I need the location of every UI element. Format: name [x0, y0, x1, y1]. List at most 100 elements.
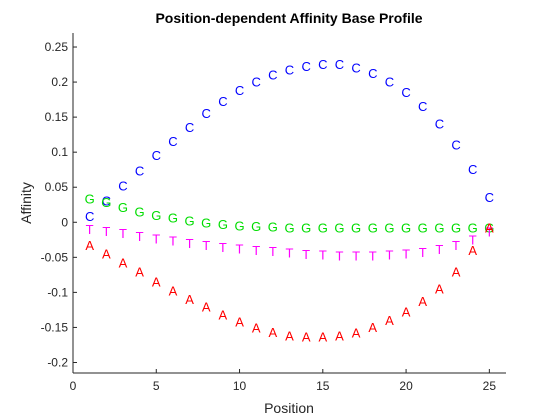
axis-ticks: 0 5 10 15 20 25 -0.2 -0.15 -0.1 -0.05 0 0.05 0.1 0.15…	[41, 40, 497, 393]
point-C: C	[202, 106, 211, 121]
x-tick-label: 5	[153, 379, 160, 393]
point-T: T	[335, 248, 343, 263]
point-C: C	[318, 57, 327, 72]
point-A: A	[85, 238, 94, 253]
point-G: G	[468, 220, 478, 235]
point-A: A	[385, 313, 394, 328]
y-tick-label: 0.15	[45, 110, 69, 124]
point-A: A	[452, 265, 461, 280]
point-G: G	[484, 220, 494, 235]
point-T: T	[319, 248, 327, 263]
point-C: C	[351, 61, 360, 76]
point-A: A	[119, 255, 128, 270]
y-tick-label: 0.05	[45, 180, 69, 194]
point-A: A	[135, 265, 144, 280]
point-A: A	[485, 220, 494, 235]
point-G: G	[135, 204, 145, 219]
x-tick-label: 25	[483, 379, 497, 393]
point-G: G	[118, 200, 128, 215]
point-T: T	[302, 247, 310, 262]
x-tick-label: 20	[399, 379, 413, 393]
point-C: C	[451, 138, 460, 153]
point-T: T	[402, 246, 410, 261]
point-A: A	[302, 330, 311, 345]
point-T: T	[352, 248, 360, 263]
point-T: T	[485, 225, 493, 240]
point-G: G	[334, 220, 344, 235]
point-C: C	[335, 57, 344, 72]
point-A: A	[269, 325, 278, 340]
point-C: C	[301, 59, 310, 74]
point-C: C	[485, 190, 494, 205]
point-G: G	[234, 218, 244, 233]
point-C: C	[218, 94, 227, 109]
point-C: C	[368, 66, 377, 81]
point-C: C	[102, 194, 111, 209]
point-G: G	[85, 192, 95, 207]
point-C: C	[285, 63, 294, 78]
point-T: T	[419, 245, 427, 260]
point-T: T	[102, 224, 110, 239]
point-A: A	[368, 320, 377, 335]
point-A: A	[152, 274, 161, 289]
point-G: G	[301, 220, 311, 235]
point-A: A	[219, 307, 228, 322]
point-C: C	[385, 75, 394, 90]
axes-lines	[72, 33, 506, 374]
point-C: C	[251, 75, 260, 90]
x-axis-label: Position	[264, 400, 314, 416]
point-G: G	[434, 220, 444, 235]
point-C: C	[418, 99, 427, 114]
y-tick-label: 0	[61, 215, 68, 229]
point-A: A	[418, 294, 427, 309]
point-G: G	[284, 220, 294, 235]
point-T: T	[152, 232, 160, 247]
point-G: G	[418, 220, 428, 235]
point-G: G	[368, 220, 378, 235]
point-A: A	[202, 300, 211, 315]
point-G: G	[101, 195, 111, 210]
point-C: C	[268, 68, 277, 83]
x-tick-label: 0	[70, 379, 77, 393]
point-T: T	[252, 243, 260, 258]
point-G: G	[401, 220, 411, 235]
point-T: T	[119, 226, 127, 241]
point-G: G	[201, 215, 211, 230]
series-T: T T T T T T T T T T T T T T T T T T T T T T T TT	[86, 222, 494, 264]
x-tick-label: 15	[316, 379, 330, 393]
point-C: C	[235, 83, 244, 98]
point-A: A	[169, 283, 178, 298]
point-C: C	[118, 178, 127, 193]
point-A: A	[468, 243, 477, 258]
point-A: A	[435, 281, 444, 296]
y-tick-label: -0.1	[47, 285, 68, 299]
point-A: A	[102, 246, 111, 261]
point-G: G	[218, 217, 228, 232]
point-T: T	[385, 248, 393, 263]
point-G: G	[268, 220, 278, 235]
point-T: T	[369, 248, 377, 263]
point-A: A	[318, 330, 327, 345]
point-G: G	[318, 220, 328, 235]
point-T: T	[269, 244, 277, 259]
x-tick-label: 10	[233, 379, 247, 393]
point-T: T	[236, 241, 244, 256]
point-C: C	[468, 162, 477, 177]
point-A: A	[235, 314, 244, 329]
point-T: T	[86, 222, 94, 237]
point-T: T	[202, 238, 210, 253]
y-axis-label: Affinity	[18, 182, 34, 224]
point-A: A	[185, 292, 194, 307]
point-T: T	[169, 234, 177, 249]
y-tick-label: 0.1	[51, 145, 68, 159]
plot-area	[73, 33, 506, 373]
point-T: T	[469, 232, 477, 247]
point-C: C	[85, 209, 94, 224]
point-C: C	[168, 134, 177, 149]
y-tick-label: 0.2	[51, 75, 68, 89]
point-G: G	[185, 213, 195, 228]
point-G: G	[351, 220, 361, 235]
